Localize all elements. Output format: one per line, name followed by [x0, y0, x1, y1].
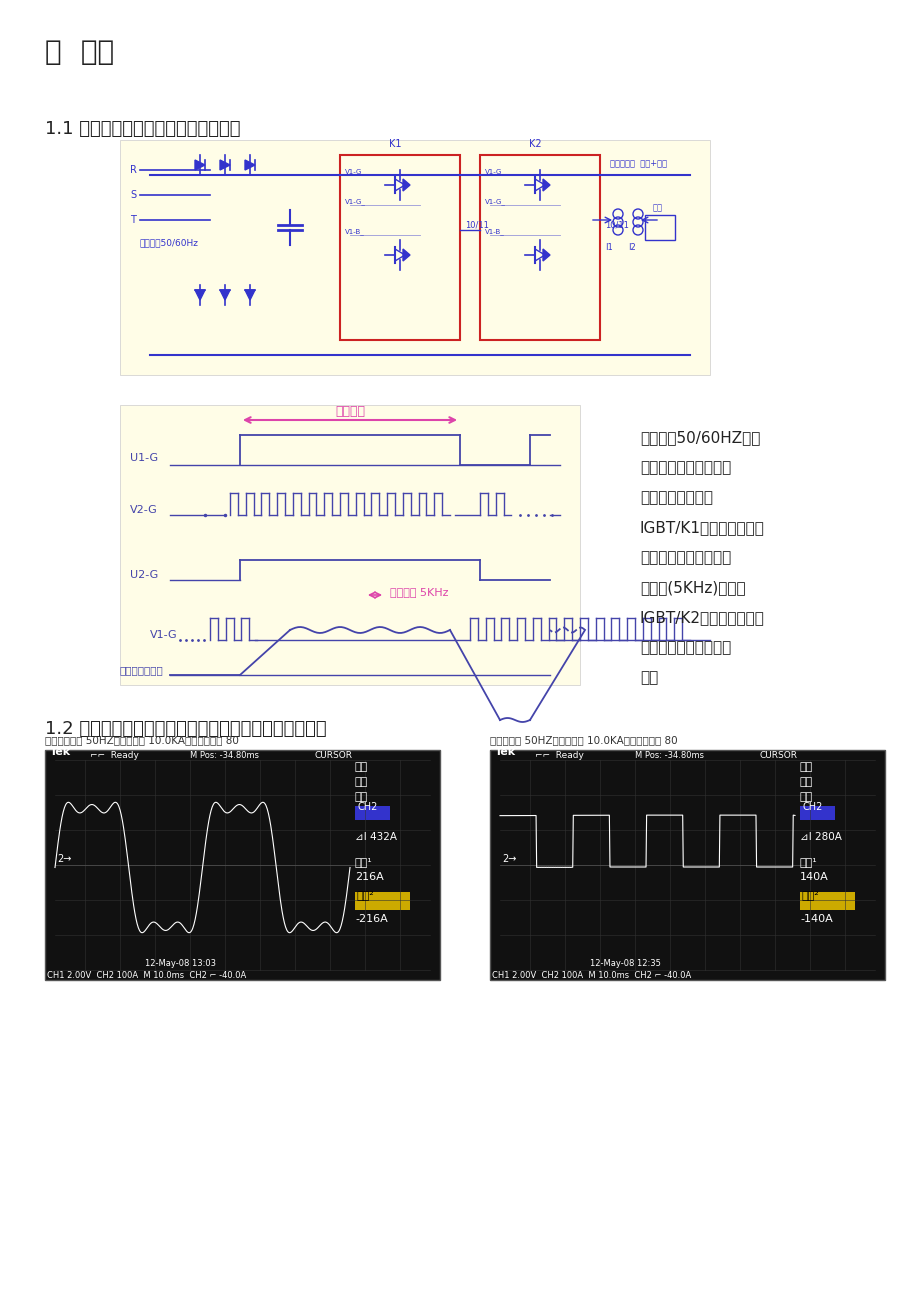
Polygon shape — [195, 290, 205, 299]
Polygon shape — [195, 160, 205, 171]
Text: CH1 2.00V  CH2 100A  M 10.0ms  CH2 ⌐ -40.0A: CH1 2.00V CH2 100A M 10.0ms CH2 ⌐ -40.0A — [492, 971, 690, 980]
Text: 光标²: 光标² — [801, 891, 819, 900]
Text: CURSOR: CURSOR — [759, 751, 797, 760]
Text: 10/11: 10/11 — [464, 220, 488, 229]
Text: 平滑的直流电，以: 平滑的直流电，以 — [640, 490, 712, 505]
Text: V1-G: V1-G — [150, 630, 177, 641]
Text: 216A: 216A — [355, 872, 383, 881]
Text: U2-G: U2-G — [130, 570, 158, 579]
Text: U1-G: U1-G — [130, 453, 158, 464]
Text: 140A: 140A — [800, 872, 828, 881]
Text: I2: I2 — [628, 243, 635, 253]
Text: 三相交流50/60HZ电源: 三相交流50/60HZ电源 — [640, 430, 759, 445]
Text: 12-May-08 12:35: 12-May-08 12:35 — [589, 960, 660, 967]
Text: 2→: 2→ — [502, 854, 516, 865]
Text: 焊接电流的波形: 焊接电流的波形 — [119, 665, 164, 674]
Text: 幅度: 幅度 — [800, 777, 812, 786]
Text: 斩波频率 5KHz: 斩波频率 5KHz — [390, 587, 448, 598]
Text: 普通工频交流 50HZ，次级电流 10.0KA，变压器圈比 80: 普通工频交流 50HZ，次级电流 10.0KA，变压器圈比 80 — [45, 736, 239, 745]
Text: V1-G_: V1-G_ — [345, 168, 366, 174]
Text: 信源: 信源 — [355, 792, 368, 802]
Polygon shape — [403, 249, 410, 260]
Polygon shape — [403, 178, 410, 191]
Text: ⊿I 432A: ⊿I 432A — [355, 832, 397, 842]
Text: 12-May-08 13:03: 12-May-08 13:03 — [145, 960, 216, 967]
Polygon shape — [542, 249, 550, 260]
Text: 信源: 信源 — [800, 792, 812, 802]
Text: V2-G: V2-G — [130, 505, 157, 516]
FancyBboxPatch shape — [119, 141, 709, 375]
Text: 光标¹: 光标¹ — [800, 857, 817, 867]
Text: 1.2 中频直流控制器电流波形与工频控制器电流波形对比: 1.2 中频直流控制器电流波形与工频控制器电流波形对比 — [45, 720, 326, 738]
Text: K2: K2 — [528, 139, 540, 148]
Text: ⌐⌐  Ready: ⌐⌐ Ready — [535, 751, 584, 760]
Text: T: T — [130, 215, 136, 225]
Text: V1-B_: V1-B_ — [484, 228, 505, 234]
Text: 逆变周期: 逆变周期 — [335, 405, 365, 418]
Text: 中频交直流 50HZ，次级电流 10.0KA，变压器圈比 80: 中频交直流 50HZ，次级电流 10.0KA，变压器圈比 80 — [490, 736, 677, 745]
Text: 工件: 工件 — [652, 203, 663, 212]
Text: 三相交流50/60Hz: 三相交流50/60Hz — [140, 238, 199, 247]
FancyBboxPatch shape — [119, 405, 579, 685]
Text: V1-G_: V1-G_ — [484, 198, 505, 204]
Bar — [800, 892, 854, 910]
Text: 输入，经整流、滤波变: 输入，经整流、滤波变 — [640, 460, 731, 475]
Text: 光标¹: 光标¹ — [355, 857, 372, 867]
Text: 幅度: 幅度 — [355, 777, 368, 786]
Bar — [490, 750, 884, 980]
Text: V1-G_: V1-G_ — [345, 198, 366, 204]
Text: 出。: 出。 — [640, 671, 657, 685]
Bar — [644, 215, 675, 240]
Text: 光标²: 光标² — [357, 891, 374, 900]
Text: -140A: -140A — [800, 914, 832, 924]
Text: IGBT/K2的开通脉冲宽度: IGBT/K2的开通脉冲宽度 — [640, 611, 764, 625]
Text: Tek: Tek — [494, 747, 516, 756]
Text: 交替的电压输出，通过: 交替的电压输出，通过 — [640, 549, 731, 565]
Text: ⌐⌐  Ready: ⌐⌐ Ready — [90, 751, 139, 760]
Text: CURSOR: CURSOR — [314, 751, 353, 760]
Text: V1-B_: V1-B_ — [345, 228, 364, 234]
Text: M Pos: -34.80ms: M Pos: -34.80ms — [634, 751, 703, 760]
Text: 10/11: 10/11 — [605, 220, 629, 229]
Text: 类型: 类型 — [355, 762, 368, 772]
Text: 整高频(5KHz)工作的: 整高频(5KHz)工作的 — [640, 579, 744, 595]
Text: 实现设定的焊接电流输: 实现设定的焊接电流输 — [640, 641, 731, 655]
Text: S: S — [130, 190, 136, 201]
Text: R: R — [130, 165, 137, 174]
Bar — [480, 155, 599, 340]
Bar — [45, 750, 439, 980]
Text: CH2: CH2 — [802, 802, 823, 812]
Text: 一  引言: 一 引言 — [45, 38, 114, 66]
Polygon shape — [220, 160, 230, 171]
Text: 2→: 2→ — [57, 854, 72, 865]
Text: I1: I1 — [605, 243, 612, 253]
Text: 1.1 中频交直流电阻焊控制器工作原理: 1.1 中频交直流电阻焊控制器工作原理 — [45, 120, 240, 138]
Text: M Pos: -34.80ms: M Pos: -34.80ms — [190, 751, 259, 760]
Polygon shape — [244, 290, 255, 299]
Bar — [355, 892, 410, 910]
Polygon shape — [220, 290, 230, 299]
Text: CH2: CH2 — [357, 802, 378, 812]
Text: -216A: -216A — [355, 914, 387, 924]
Polygon shape — [542, 178, 550, 191]
Text: ⊿I 280A: ⊿I 280A — [800, 832, 841, 842]
Bar — [340, 155, 460, 340]
Text: V1-G_: V1-G_ — [484, 168, 505, 174]
Text: 逆变控制器  机臂+电极: 逆变控制器 机臂+电极 — [609, 158, 666, 167]
Text: IGBT/K1作开关器件产生: IGBT/K1作开关器件产生 — [640, 519, 764, 535]
Bar — [800, 806, 834, 820]
Bar — [355, 806, 390, 820]
Polygon shape — [244, 160, 255, 171]
Text: Tek: Tek — [50, 747, 71, 756]
Text: K1: K1 — [389, 139, 401, 148]
Text: CH1 2.00V  CH2 100A  M 10.0ms  CH2 ⌐ -40.0A: CH1 2.00V CH2 100A M 10.0ms CH2 ⌐ -40.0A — [47, 971, 246, 980]
Text: 类型: 类型 — [800, 762, 812, 772]
